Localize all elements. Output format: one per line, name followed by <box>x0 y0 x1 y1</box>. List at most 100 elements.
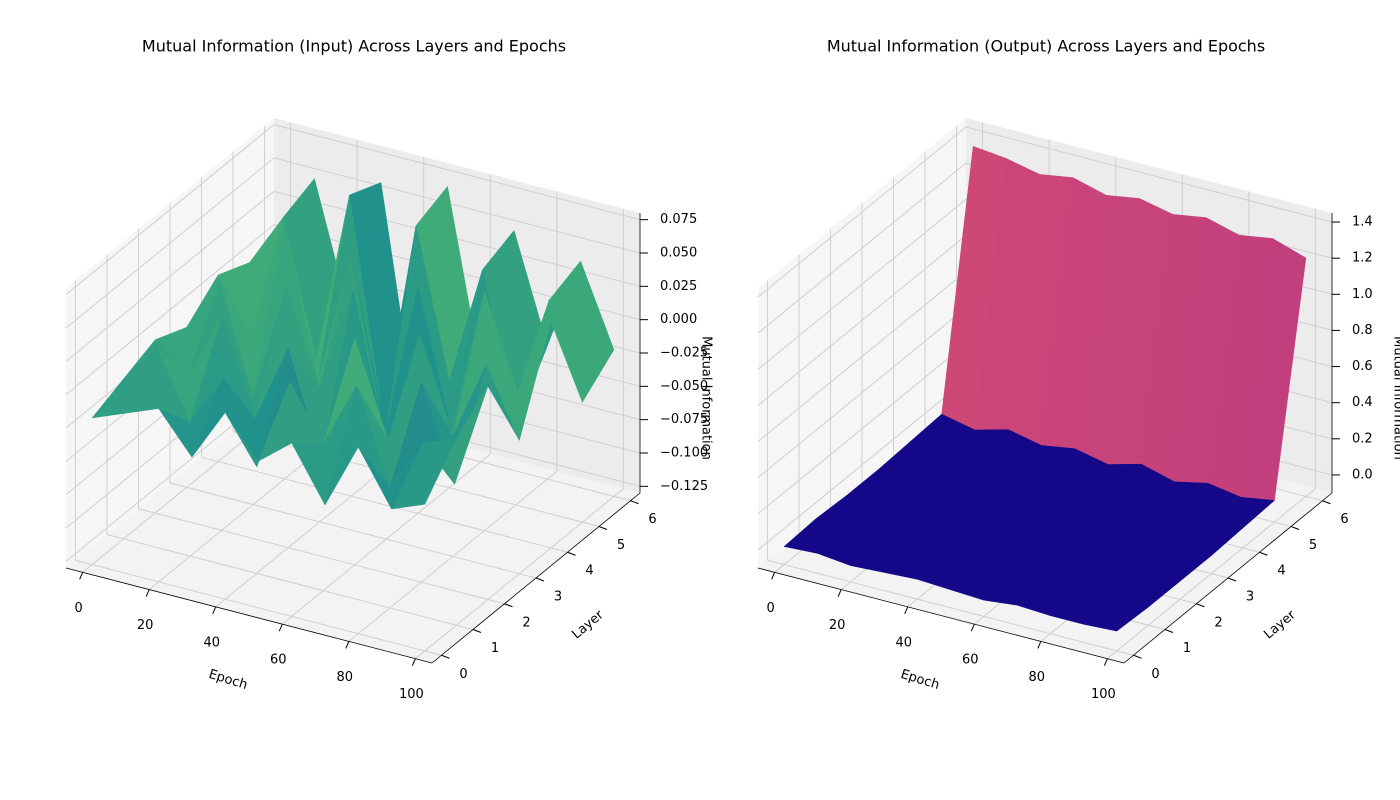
tick-label: 0.0 <box>1352 467 1373 482</box>
tick-label: 0.050 <box>660 246 697 261</box>
tick-label: 1 <box>1183 641 1191 656</box>
z-grid-line <box>273 124 641 221</box>
z-grid-line <box>757 379 967 551</box>
z-grid-line <box>757 198 967 370</box>
tick-label: 80 <box>1029 670 1046 685</box>
tick-label: 4 <box>1277 564 1285 579</box>
tick-label: −0.125 <box>660 479 708 494</box>
z-grid-line <box>965 126 1333 223</box>
tick-label: 3 <box>554 590 562 605</box>
y-grid-line <box>106 534 474 630</box>
tick-label: 0.025 <box>660 279 697 294</box>
x-tick <box>1037 641 1042 649</box>
tick-label: 0.6 <box>1352 359 1373 374</box>
tick-label: 0.8 <box>1352 323 1373 338</box>
tick-label: 60 <box>270 653 287 668</box>
tick-label: 0.4 <box>1352 395 1373 410</box>
x-tick <box>904 606 909 615</box>
tick-label: 100 <box>399 687 424 702</box>
tick-label: 40 <box>895 635 912 650</box>
x-tick <box>1103 658 1108 666</box>
x-tick <box>212 606 217 615</box>
y-tick <box>630 500 639 505</box>
y-grid-line <box>201 456 568 553</box>
y-grid-line <box>767 559 1134 656</box>
x-axis-label: Epoch <box>207 667 249 693</box>
x-tick <box>278 623 283 632</box>
tick-label: 1.2 <box>1352 251 1373 266</box>
y-tick <box>1227 577 1237 582</box>
tick-label: 6 <box>648 512 656 527</box>
tick-label: 0 <box>766 601 774 616</box>
tick-label: 2 <box>1214 615 1222 630</box>
tick-label: 6 <box>1340 512 1348 527</box>
tick-label: 0.000 <box>660 312 697 327</box>
tick-label: 60 <box>962 653 979 668</box>
x-axis-label: Epoch <box>899 667 941 693</box>
y-grid-line <box>75 559 442 656</box>
z-grid-line <box>757 343 967 515</box>
y-tick <box>441 654 450 659</box>
z-grid-line <box>65 124 275 296</box>
z-grid-line <box>757 307 967 479</box>
axis-line <box>1123 492 1333 664</box>
tick-label: −0.075 <box>660 412 708 427</box>
surface-patch <box>1083 596 1149 632</box>
x-tick <box>145 589 150 597</box>
tick-label: −0.100 <box>660 446 708 461</box>
tick-label: 1.4 <box>1352 215 1373 230</box>
z-grid-line <box>273 157 641 254</box>
tick-label: 5 <box>617 538 625 553</box>
y-tick <box>1133 654 1142 659</box>
tick-label: 0.075 <box>660 212 697 227</box>
tick-label: 0 <box>74 601 82 616</box>
z-grid-line <box>757 162 967 334</box>
x-tick <box>837 589 842 597</box>
tick-label: 20 <box>137 618 154 633</box>
y-tick <box>1322 500 1331 505</box>
tick-label: 0 <box>1151 667 1159 682</box>
tick-label: 5 <box>1309 538 1317 553</box>
tick-label: 1 <box>491 641 499 656</box>
y-axis-label: Layer <box>569 607 607 642</box>
tick-label: 0.2 <box>1352 431 1373 446</box>
x-tick <box>411 658 416 666</box>
tick-label: 3 <box>1246 590 1254 605</box>
tick-label: 2 <box>522 615 530 630</box>
z-axis-label: Mutual Information <box>699 336 714 460</box>
tick-label: −0.050 <box>660 379 708 394</box>
y-tick <box>535 577 545 582</box>
y-grid-line <box>169 482 537 579</box>
y-tick <box>1259 551 1268 556</box>
y-tick <box>1164 629 1174 633</box>
y-grid-line <box>138 508 505 605</box>
x-tick <box>345 641 350 649</box>
chart-title: Mutual Information (Output) Across Layer… <box>827 37 1265 56</box>
y-tick <box>1290 526 1300 530</box>
axis-line <box>431 492 641 664</box>
y-axis-label: Layer <box>1261 607 1299 642</box>
tick-label: −0.025 <box>660 346 708 361</box>
chart-title: Mutual Information (Input) Across Layers… <box>142 37 566 56</box>
z-grid-line <box>757 235 967 406</box>
x-tick <box>771 572 776 580</box>
z-grid-line <box>757 126 967 298</box>
tick-label: 100 <box>1091 687 1116 702</box>
tick-label: 0 <box>459 667 467 682</box>
axis-line <box>757 567 1125 664</box>
tick-label: 80 <box>337 670 354 685</box>
tick-label: 40 <box>203 635 220 650</box>
x-tick <box>79 572 84 580</box>
tick-label: 1.0 <box>1352 287 1373 302</box>
surface-patch <box>391 438 457 510</box>
y-tick <box>504 603 513 608</box>
y-tick <box>598 526 608 530</box>
y-tick <box>472 629 482 633</box>
z-grid-line <box>65 157 275 329</box>
tick-label: 20 <box>829 618 846 633</box>
z-grid-line <box>65 224 275 396</box>
z-grid-line <box>757 271 967 442</box>
z-grid-line <box>65 190 275 362</box>
